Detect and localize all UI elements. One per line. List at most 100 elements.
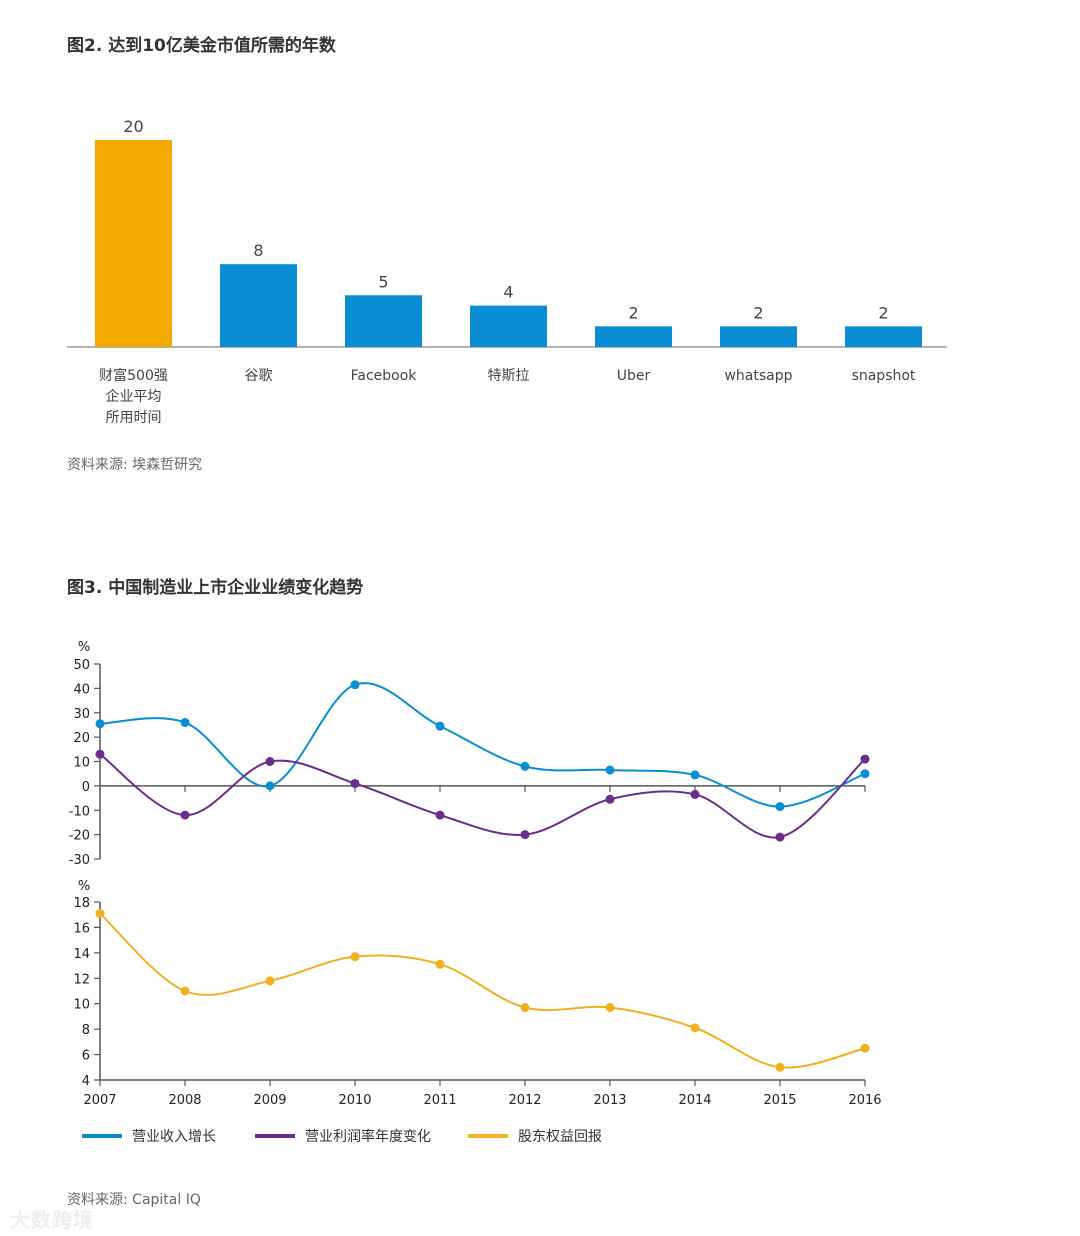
y-tick-label: -20 — [69, 829, 90, 844]
legend-swatch-purple — [255, 1134, 295, 1138]
series-line — [99, 682, 866, 808]
legend-item-profit-margin: 营业利润率年度变化 — [255, 1126, 431, 1146]
y-tick-label: 16 — [73, 921, 90, 936]
data-point — [435, 810, 445, 820]
data-point — [520, 830, 530, 840]
y-tick-label: 18 — [73, 896, 90, 911]
series-line — [99, 912, 866, 1069]
legend-swatch-blue — [82, 1134, 122, 1138]
data-point — [95, 749, 105, 759]
figure-3-title: 图3. 中国制造业上市企业业绩变化趋势 — [67, 578, 364, 598]
legend-swatch-yellow — [468, 1134, 508, 1138]
category-label: Facebook — [351, 368, 418, 384]
bar — [220, 264, 297, 347]
bar-value-label: 2 — [753, 303, 763, 322]
y-tick-label: 30 — [73, 707, 90, 722]
x-tick-label: 2009 — [253, 1093, 286, 1108]
figure-2-source: 资料来源: 埃森哲研究 — [67, 457, 203, 473]
category-label: 特斯拉 — [488, 368, 530, 384]
y-tick-label: 6 — [82, 1049, 90, 1064]
category-label: 财富500强 — [99, 367, 168, 384]
x-tick-label: 2010 — [338, 1093, 371, 1108]
data-point — [350, 778, 360, 788]
legend-label: 营业利润率年度变化 — [305, 1129, 431, 1145]
bar-value-label: 5 — [378, 272, 388, 291]
data-point — [775, 1062, 785, 1072]
figure-2-title: 图2. 达到10亿美金市值所需的年数 — [67, 36, 336, 56]
y-tick-label: 40 — [73, 682, 90, 697]
data-point — [265, 976, 275, 986]
data-point — [520, 1003, 530, 1013]
data-point — [605, 765, 615, 775]
data-point — [860, 1043, 870, 1053]
x-tick-label: 2008 — [168, 1093, 201, 1108]
bar — [345, 295, 422, 347]
legend-label: 营业收入增长 — [132, 1129, 216, 1145]
category-label: Uber — [617, 368, 651, 384]
bar — [720, 326, 797, 347]
y-tick-label: 50 — [73, 658, 90, 673]
bar — [595, 326, 672, 347]
bar-value-label: 2 — [628, 303, 638, 322]
y-tick-label: 20 — [73, 731, 90, 746]
bar — [95, 140, 172, 347]
y-tick-label: 4 — [82, 1074, 90, 1089]
data-point — [775, 832, 785, 842]
data-point — [605, 794, 615, 804]
data-point — [775, 802, 785, 812]
y-tick-label: -30 — [69, 853, 90, 868]
data-point — [520, 761, 530, 771]
bar-value-label: 4 — [503, 283, 513, 302]
legend-label: 股东权益回报 — [518, 1129, 602, 1145]
data-point — [180, 986, 190, 996]
bar-value-label: 8 — [253, 241, 263, 260]
data-point — [435, 721, 445, 731]
series-line — [99, 753, 866, 839]
y-tick-label: 12 — [73, 972, 90, 987]
data-point — [690, 1023, 700, 1033]
y-axis-unit: % — [78, 640, 90, 655]
x-tick-label: 2016 — [848, 1093, 881, 1108]
category-label: snapshot — [852, 368, 916, 384]
data-point — [605, 1003, 615, 1013]
bar-value-label: 2 — [878, 303, 888, 322]
bar-value-label: 20 — [123, 117, 143, 136]
y-tick-label: 0 — [82, 780, 90, 795]
data-point — [180, 718, 190, 727]
x-tick-label: 2015 — [763, 1093, 796, 1108]
y-tick-label: 8 — [82, 1023, 90, 1038]
x-tick-label: 2007 — [83, 1093, 116, 1108]
watermark: 大数跨境 — [10, 1208, 94, 1232]
bar — [845, 326, 922, 347]
data-point — [95, 719, 105, 729]
y-tick-label: 14 — [73, 947, 90, 962]
data-point — [350, 952, 360, 962]
data-point — [265, 757, 275, 766]
x-tick-label: 2011 — [423, 1093, 456, 1108]
line-chart: % -30 -20 -10 0 10 20 30 40 50% 4 6 8 10 12 14 16 18 2007 2… — [69, 640, 882, 1108]
legend-item-revenue-growth: 营业收入增长 — [82, 1126, 216, 1146]
x-tick-label: 2012 — [508, 1093, 541, 1108]
data-point — [435, 959, 445, 969]
data-point — [860, 754, 870, 764]
category-label: 企业平均 — [106, 388, 162, 405]
data-point — [95, 908, 105, 918]
bar — [470, 305, 547, 347]
x-tick-label: 2013 — [593, 1093, 626, 1108]
category-label: 所用时间 — [106, 410, 162, 426]
y-tick-label: -10 — [69, 804, 90, 819]
category-label: whatsapp — [724, 368, 792, 384]
y-axis-unit: % — [78, 879, 90, 894]
data-point — [690, 789, 700, 799]
category-label: 谷歌 — [245, 368, 273, 384]
y-tick-label: 10 — [73, 998, 90, 1013]
data-point — [350, 680, 360, 690]
y-tick-label: 10 — [73, 756, 90, 771]
data-point — [180, 810, 190, 820]
data-point — [265, 781, 275, 791]
figure-3-source: 资料来源: Capital IQ — [67, 1192, 201, 1208]
data-point — [690, 770, 700, 780]
legend-item-roe: 股东权益回报 — [468, 1126, 602, 1146]
data-point — [860, 769, 870, 779]
